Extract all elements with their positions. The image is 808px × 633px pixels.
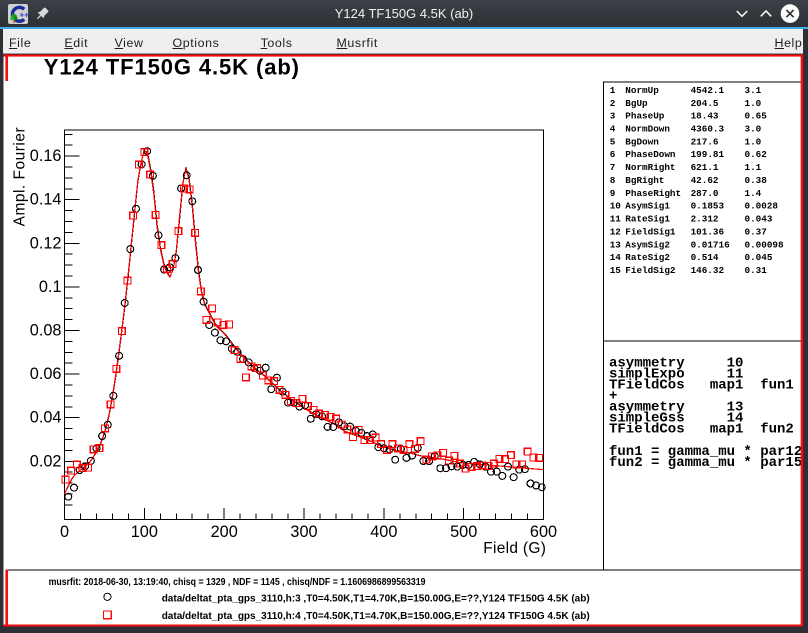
svg-text:0.04: 0.04 [30, 409, 62, 427]
svg-text:0.14: 0.14 [30, 191, 62, 209]
svg-text:500: 500 [450, 523, 477, 541]
svg-text:0.1: 0.1 [39, 278, 62, 296]
svg-text:fun2 = gamma_mu * par15: fun2 = gamma_mu * par15 [609, 455, 802, 471]
svg-text:musrfit: 2018-06-30, 13:19:40,: musrfit: 2018-06-30, 13:19:40, chisq = 1… [49, 576, 426, 588]
svg-text:data/deltat_pta_gps_3110,h:4 ,: data/deltat_pta_gps_3110,h:4 ,T0=4.50K,T… [162, 611, 590, 622]
svg-text:Field (G): Field (G) [483, 540, 546, 557]
svg-text:200: 200 [211, 523, 238, 541]
svg-text:asymmetry 10: asymmetry 10 [609, 355, 743, 371]
svg-text:TFieldCos map1 fun1: TFieldCos map1 fun1 [609, 377, 794, 393]
svg-text:0: 0 [60, 523, 69, 541]
svg-text:+: + [609, 389, 617, 405]
svg-text:0.16: 0.16 [30, 147, 62, 165]
svg-text:++: ++ [20, 11, 29, 20]
svg-text:simplExpo 11: simplExpo 11 [609, 366, 743, 382]
svg-text:100: 100 [131, 523, 158, 541]
svg-text:data/deltat_pta_gps_3110,h:3 ,: data/deltat_pta_gps_3110,h:3 ,T0=4.50K,T… [162, 594, 590, 605]
svg-text:Y124 TF150G 4.5K (ab): Y124 TF150G 4.5K (ab) [44, 54, 300, 79]
svg-text:300: 300 [290, 523, 317, 541]
svg-text:600: 600 [530, 523, 557, 541]
svg-text:0.12: 0.12 [30, 234, 62, 252]
svg-text:0.02: 0.02 [30, 452, 62, 470]
svg-text:400: 400 [370, 523, 397, 541]
svg-text:fun1 = gamma_mu * par12: fun1 = gamma_mu * par12 [609, 444, 802, 460]
svg-text:asymmetry 13: asymmetry 13 [609, 400, 743, 416]
svg-text:TFieldCos map1 fun2: TFieldCos map1 fun2 [609, 422, 794, 438]
svg-text:simpleGss 14: simpleGss 14 [609, 411, 743, 427]
svg-text:Ampl. Fourier: Ampl. Fourier [11, 127, 28, 227]
svg-text:0.06: 0.06 [30, 365, 62, 383]
svg-text:0.08: 0.08 [30, 322, 62, 340]
